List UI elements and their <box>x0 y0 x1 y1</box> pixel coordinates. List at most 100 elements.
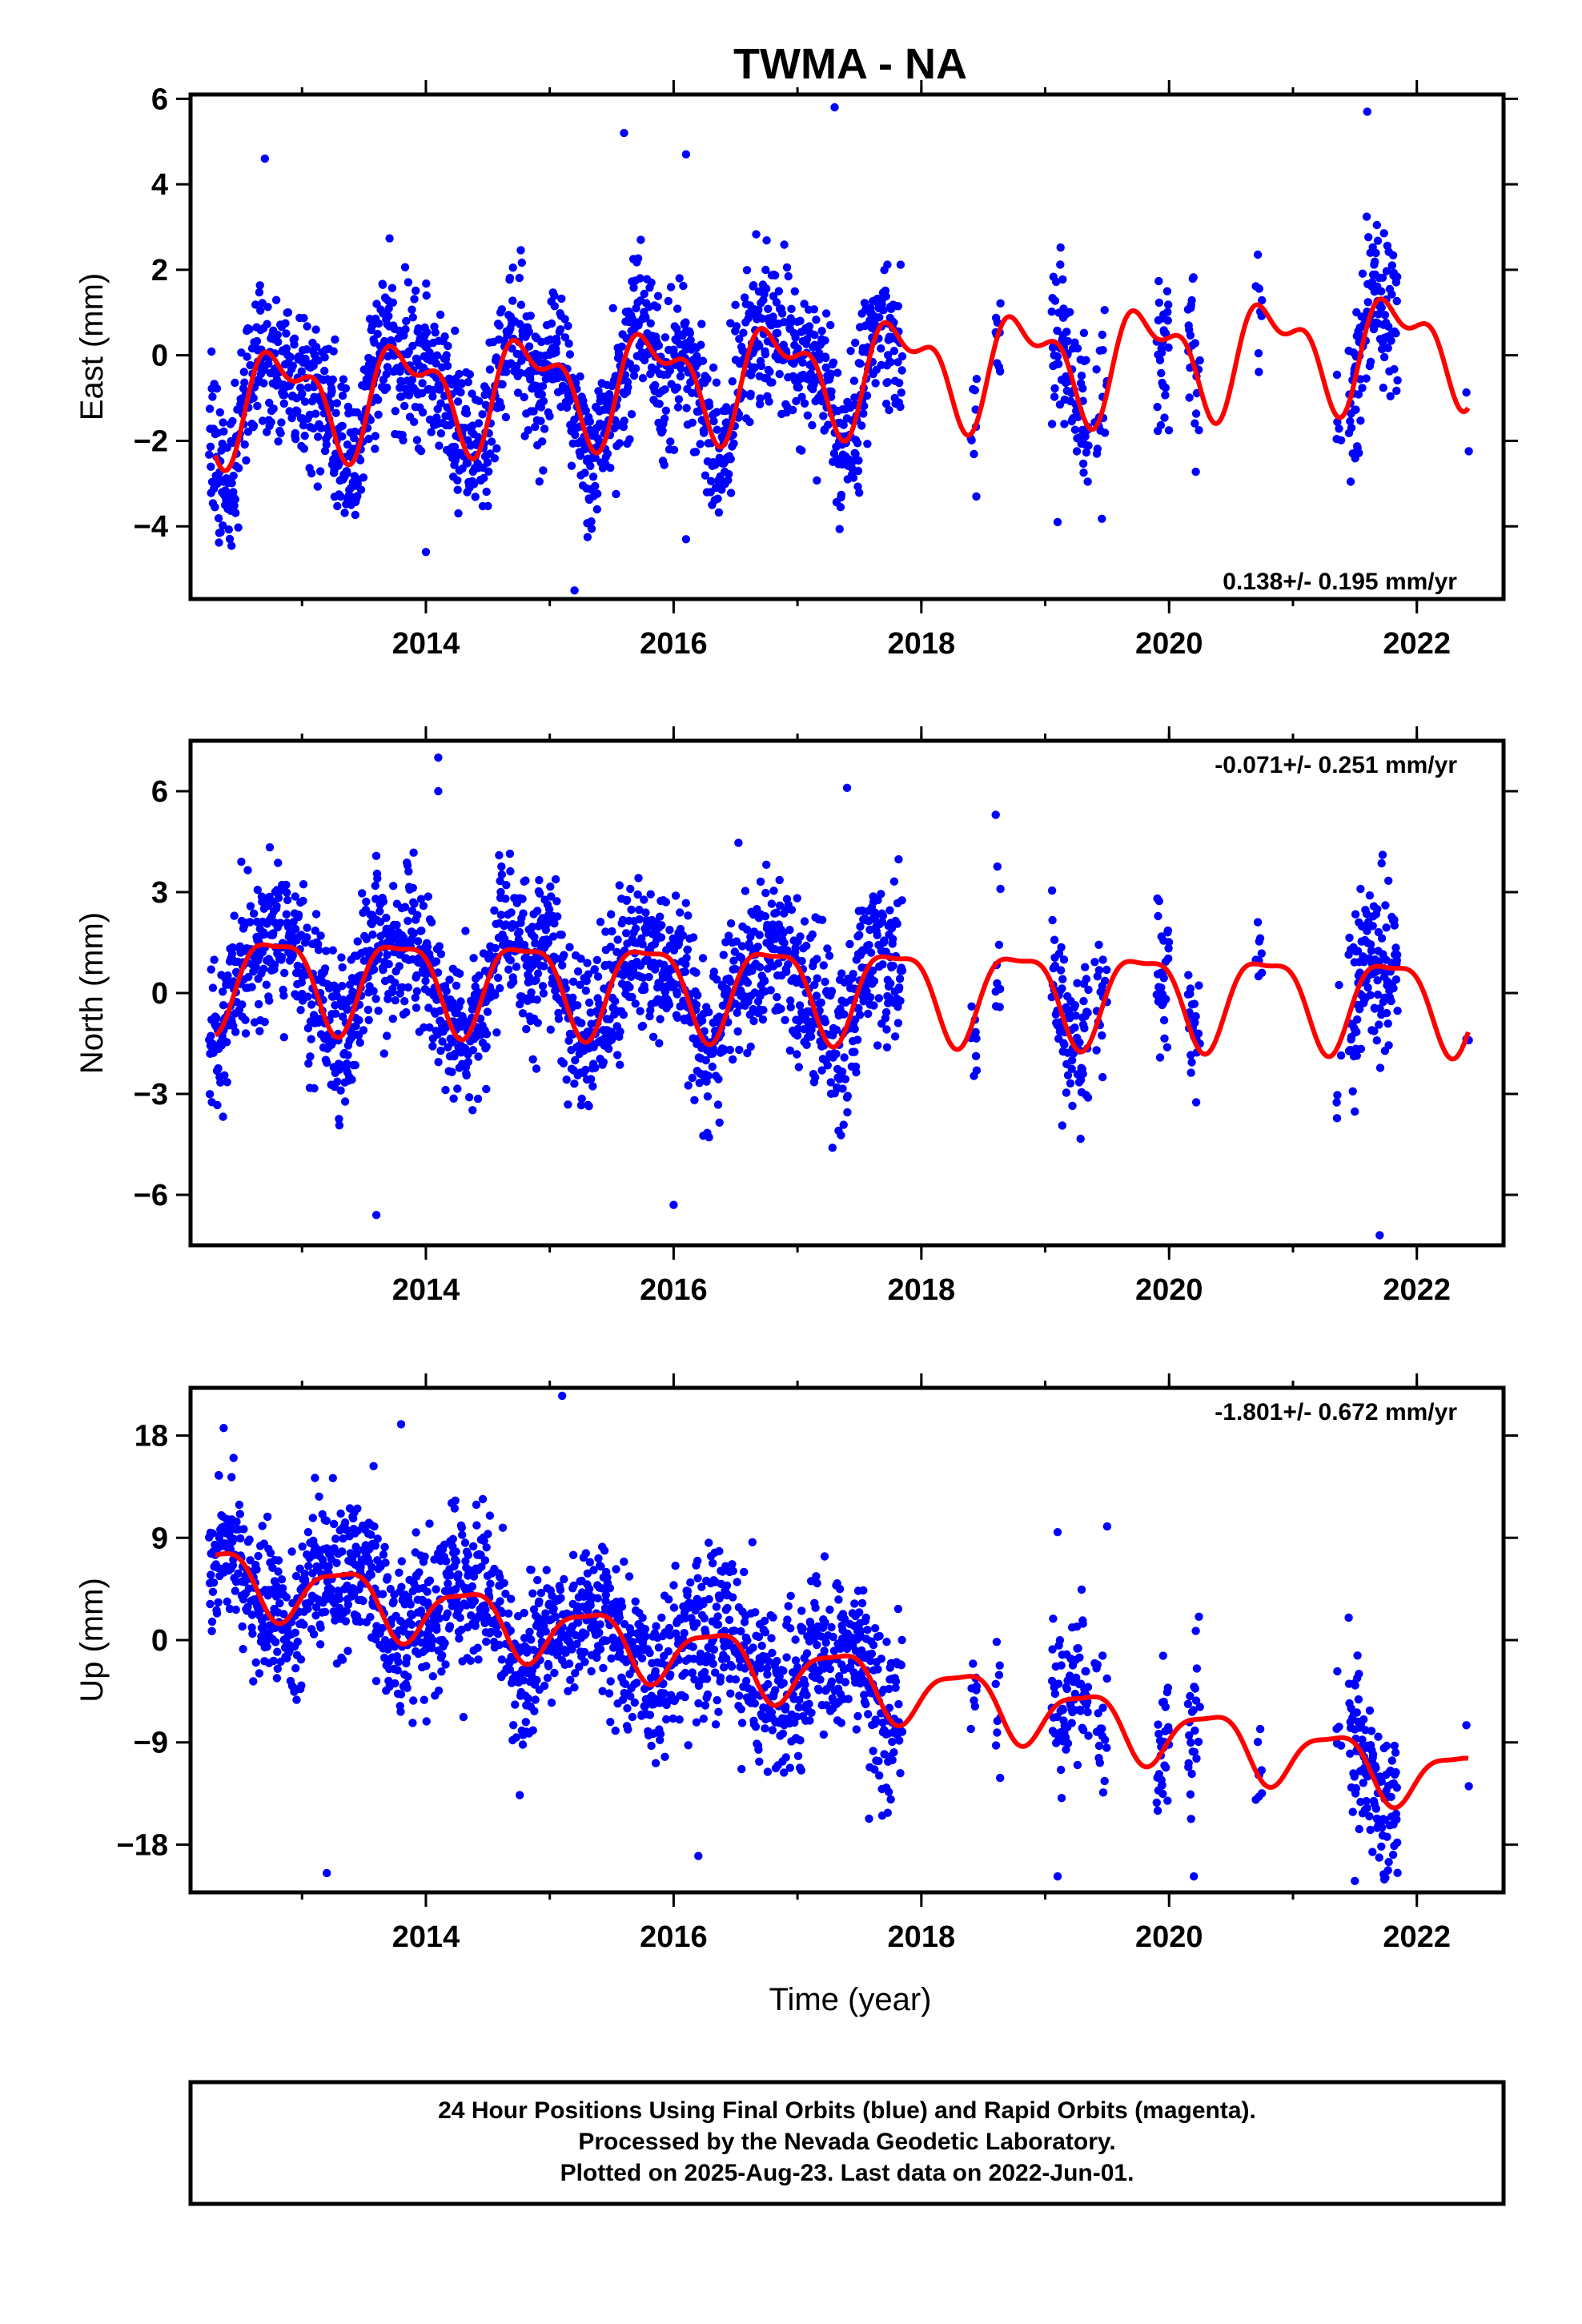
east-x-tick-label: 2016 <box>640 627 708 661</box>
north-point <box>781 1015 789 1025</box>
east-point <box>1257 312 1267 320</box>
east-point <box>826 320 835 330</box>
east-point <box>775 369 784 379</box>
north-point <box>310 1084 319 1093</box>
east-point <box>258 416 267 425</box>
up-point <box>247 1610 257 1619</box>
north-point <box>882 1043 892 1052</box>
north-point <box>866 993 875 1002</box>
north-point <box>274 858 283 867</box>
east-point <box>1377 303 1386 312</box>
east-point <box>798 358 807 367</box>
north-point <box>213 1100 222 1110</box>
north-point <box>638 1021 648 1031</box>
north-point <box>408 883 417 893</box>
east-point <box>1195 356 1204 365</box>
up-point <box>303 1528 313 1537</box>
east-point <box>854 456 863 465</box>
north-point <box>515 927 524 937</box>
east-point <box>263 320 271 328</box>
north-point <box>590 965 599 974</box>
east-point <box>1379 352 1389 362</box>
north-point <box>1375 1063 1385 1072</box>
east-point <box>320 353 329 362</box>
north-point <box>616 1060 624 1069</box>
north-point <box>207 965 215 974</box>
east-point <box>855 489 864 497</box>
east-point <box>757 314 767 323</box>
north-point <box>219 1001 228 1010</box>
east-point <box>384 304 393 313</box>
east-point <box>234 523 243 532</box>
north-point <box>810 980 819 990</box>
east-point <box>1048 343 1058 352</box>
east-point <box>835 525 844 533</box>
up-point <box>229 1534 239 1543</box>
east-point <box>501 412 511 422</box>
east-point <box>797 446 806 455</box>
up-point <box>291 1628 299 1638</box>
north-point <box>1071 1011 1081 1020</box>
up-point <box>238 1622 247 1631</box>
north-point <box>280 968 289 978</box>
north-point <box>1084 985 1093 995</box>
east-point <box>726 455 735 464</box>
east-point <box>771 271 780 279</box>
east-point <box>583 533 592 541</box>
east-point <box>777 309 787 318</box>
north-point <box>827 987 837 995</box>
north-point <box>1162 995 1170 1003</box>
east-point <box>871 379 880 388</box>
east-point <box>1364 233 1373 242</box>
east-point <box>224 525 233 534</box>
north-point <box>854 1003 863 1013</box>
north-point <box>473 1094 483 1104</box>
up-point <box>458 1530 467 1539</box>
north-point <box>618 915 628 925</box>
north-point <box>866 948 876 957</box>
north-point <box>246 918 255 927</box>
north-point <box>693 991 702 1000</box>
north-point <box>842 783 852 792</box>
north-point <box>644 972 653 982</box>
north-point <box>733 1027 742 1036</box>
north-point <box>1155 1053 1165 1062</box>
up-point <box>292 1695 301 1704</box>
east-point <box>1373 236 1383 245</box>
north-point <box>351 1060 359 1070</box>
east-point <box>881 400 891 408</box>
up-point <box>484 1530 492 1538</box>
north-point <box>343 1059 351 1068</box>
up-point <box>511 1700 520 1709</box>
north-point <box>528 923 537 931</box>
north-point <box>371 995 380 1003</box>
east-point <box>367 321 377 330</box>
north-point <box>560 978 569 987</box>
north-point <box>1067 1055 1077 1065</box>
north-point <box>731 964 740 974</box>
east-point <box>1156 420 1166 430</box>
north-point <box>1100 976 1110 986</box>
east-point <box>517 258 526 267</box>
east-point <box>886 358 895 367</box>
north-point <box>994 940 1004 950</box>
east-point <box>487 437 496 446</box>
north-point <box>565 943 574 951</box>
north-point <box>441 1023 451 1032</box>
east-point <box>1363 107 1372 116</box>
east-point <box>860 401 869 411</box>
north-point <box>1391 943 1400 952</box>
north-point <box>1058 1121 1067 1130</box>
east-point <box>629 283 638 292</box>
north-point <box>559 1059 568 1068</box>
east-point <box>1058 275 1067 284</box>
north-point <box>539 989 548 998</box>
up-point <box>273 1664 282 1673</box>
east-point <box>457 379 466 388</box>
east-point <box>772 298 781 307</box>
north-point <box>777 1004 785 1014</box>
east-y-tick-label: −2 <box>134 424 168 458</box>
east-point <box>585 417 595 426</box>
north-point <box>568 977 578 987</box>
east-point <box>773 328 782 338</box>
